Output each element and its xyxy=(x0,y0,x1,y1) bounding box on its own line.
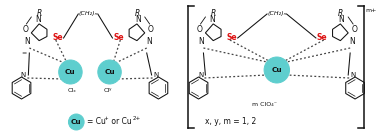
Text: Cu: Cu xyxy=(65,69,76,75)
Text: Clʸ: Clʸ xyxy=(103,87,112,92)
Text: N: N xyxy=(154,72,159,78)
Text: m+: m+ xyxy=(366,8,377,13)
Text: O: O xyxy=(351,26,357,35)
Circle shape xyxy=(264,57,290,83)
Text: Se: Se xyxy=(53,33,63,42)
Text: N: N xyxy=(338,16,344,24)
Text: Cu: Cu xyxy=(271,67,282,73)
Text: R: R xyxy=(211,8,216,18)
Text: x, y, m = 1, 2: x, y, m = 1, 2 xyxy=(205,118,257,126)
Text: Se: Se xyxy=(113,33,124,42)
Text: N: N xyxy=(21,72,26,78)
Text: N: N xyxy=(198,72,203,78)
Text: N: N xyxy=(209,16,215,24)
Text: O: O xyxy=(197,26,203,35)
Text: R: R xyxy=(37,8,42,18)
Text: = Cu: = Cu xyxy=(87,118,106,126)
Text: Clₓ: Clₓ xyxy=(68,87,77,92)
Circle shape xyxy=(59,60,82,84)
Text: R: R xyxy=(134,8,139,18)
Text: N: N xyxy=(198,38,204,47)
Text: +: + xyxy=(104,116,108,121)
Text: O: O xyxy=(148,26,153,35)
Text: Cu: Cu xyxy=(104,69,115,75)
Text: N: N xyxy=(146,38,152,47)
Text: N: N xyxy=(135,16,141,24)
Text: N: N xyxy=(35,16,41,24)
Text: 2+: 2+ xyxy=(133,116,141,121)
Circle shape xyxy=(98,60,121,84)
Text: N: N xyxy=(350,72,356,78)
Text: N: N xyxy=(349,38,355,47)
Text: =: = xyxy=(22,52,27,56)
Text: O: O xyxy=(23,26,28,35)
Text: m ClO₄⁻: m ClO₄⁻ xyxy=(252,103,277,107)
Text: N: N xyxy=(25,38,30,47)
Circle shape xyxy=(68,114,84,130)
Text: or Cu: or Cu xyxy=(108,118,131,126)
Text: Se: Se xyxy=(226,33,237,42)
Text: Se: Se xyxy=(316,33,327,42)
Text: R: R xyxy=(338,8,343,18)
Text: Cu: Cu xyxy=(71,119,82,125)
Text: (CH₂)ₙ: (CH₂)ₙ xyxy=(267,12,287,16)
Text: (CH₂)ₙ: (CH₂)ₙ xyxy=(79,12,98,16)
